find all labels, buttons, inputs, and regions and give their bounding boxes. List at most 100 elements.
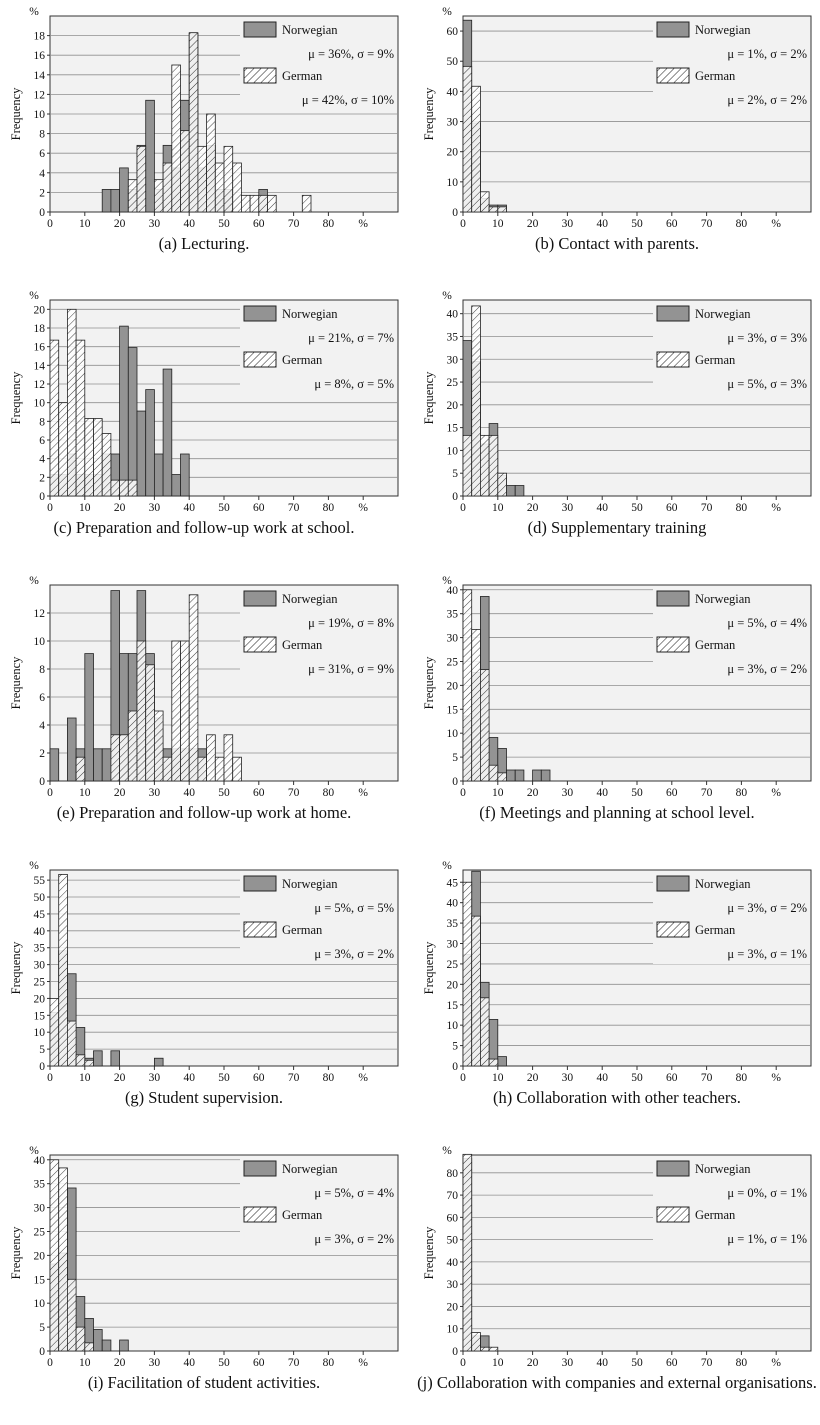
y-tick-label: 0 bbox=[452, 1346, 458, 1358]
bar-german bbox=[497, 206, 507, 213]
y-tick-label: 8 bbox=[39, 129, 45, 141]
legend-swatch-norwegian bbox=[243, 21, 277, 38]
x-tick-label: 80 bbox=[323, 787, 335, 799]
y-tick-label: 2 bbox=[39, 187, 45, 199]
x-tick-label: 10 bbox=[492, 1072, 504, 1084]
bar-german bbox=[488, 206, 499, 213]
legend-swatch-norwegian bbox=[656, 590, 690, 607]
panel-caption: (f) Meetings and planning at school leve… bbox=[479, 803, 755, 822]
bar-german bbox=[462, 589, 473, 782]
y-tick-label: 2 bbox=[39, 472, 45, 484]
y-tick-label: 20 bbox=[447, 147, 459, 159]
legend-stats-german: μ = 42%, σ = 10% bbox=[302, 93, 394, 107]
x-tick-label: 30 bbox=[149, 502, 161, 514]
bar-german bbox=[206, 113, 216, 213]
y-axis-label: Frequency bbox=[9, 941, 23, 995]
legend-label-norwegian: Norwegian bbox=[695, 1162, 751, 1176]
bar-norwegian bbox=[67, 717, 77, 782]
bar-norwegian bbox=[532, 769, 542, 782]
panel-caption: (i) Facilitation of student activities. bbox=[87, 1373, 321, 1392]
legend-swatch-norwegian bbox=[656, 305, 690, 322]
x-tick-label: 0 bbox=[460, 218, 466, 230]
x-tick-label: 70 bbox=[288, 502, 300, 514]
x-tick-label: 70 bbox=[288, 1072, 300, 1084]
bar-german bbox=[119, 734, 129, 782]
y-tick-label: 5 bbox=[452, 1041, 458, 1053]
bar-german bbox=[258, 194, 268, 213]
bar-norwegian bbox=[119, 1339, 129, 1352]
x-tick-label: 60 bbox=[253, 787, 265, 799]
legend-stats-norwegian: μ = 0%, σ = 1% bbox=[727, 1186, 807, 1200]
x-tick-label: 60 bbox=[666, 1357, 678, 1369]
x-tick-label: 10 bbox=[79, 1072, 91, 1084]
x-tick-label: 50 bbox=[218, 1072, 230, 1084]
x-tick-label: 40 bbox=[183, 787, 195, 799]
bar-german bbox=[480, 1346, 490, 1352]
legend-label-norwegian: Norwegian bbox=[282, 1162, 338, 1176]
histogram-chart: 0 5 10 15 20 25 30 35 40% Frequency 0 10 20 30 40 50 60 7… bbox=[9, 1145, 399, 1369]
y-tick-label: 25 bbox=[447, 959, 459, 971]
bar-norwegian bbox=[84, 653, 94, 782]
x-tick-label: 20 bbox=[114, 1357, 126, 1369]
y-tick-label: 55 bbox=[34, 875, 46, 887]
legend-stats-german: μ = 3%, σ = 2% bbox=[314, 1232, 394, 1246]
x-tick-label: 10 bbox=[79, 502, 91, 514]
x-tick-label: % bbox=[771, 502, 781, 514]
legend-stats-german: μ = 8%, σ = 5% bbox=[314, 377, 394, 391]
y-tick-label: 12 bbox=[34, 608, 46, 620]
x-tick-label: % bbox=[358, 218, 368, 230]
bar-german bbox=[480, 434, 490, 497]
y-tick-label: 0 bbox=[39, 1346, 45, 1358]
y-tick-label: 10 bbox=[447, 1020, 459, 1032]
histogram-panel: 0 10 20 30 40 50 60% Frequency 0 10 20 30 40 50 60 70 80… bbox=[422, 6, 812, 278]
legend-label-norwegian: Norwegian bbox=[695, 592, 751, 606]
legend-swatch-norwegian bbox=[243, 875, 277, 892]
x-tick-label: 80 bbox=[323, 1357, 335, 1369]
histogram-panel: 0 5 10 15 20 25 30 35 40 45% Frequency 0 10 20 30 40 50 6… bbox=[422, 860, 812, 1132]
bar-german bbox=[223, 734, 234, 782]
x-tick-label: 30 bbox=[149, 1357, 161, 1369]
y-tick-label: 10 bbox=[34, 1027, 46, 1039]
histogram-panel: 0 5 10 15 20 25 30 35 40% Frequency 0 10 20 30 40 50 60 7… bbox=[9, 1145, 399, 1417]
histogram-panel: 0 5 10 15 20 25 30 35 40% Frequency 0 10 20 30 40 50 60 7… bbox=[422, 575, 812, 847]
x-tick-label: 30 bbox=[149, 218, 161, 230]
legend-label-german: German bbox=[695, 353, 736, 367]
y-tick-label: 20 bbox=[34, 1250, 46, 1262]
y-tick-label: 0 bbox=[452, 491, 458, 503]
x-tick-label: 70 bbox=[288, 1357, 300, 1369]
y-tick-label: 6 bbox=[39, 148, 45, 160]
x-tick-label: 60 bbox=[666, 787, 678, 799]
y-tick-label: 35 bbox=[34, 1179, 46, 1191]
bar-german bbox=[58, 873, 68, 1067]
bar-german bbox=[214, 756, 225, 782]
legend-swatch-norwegian bbox=[656, 875, 690, 892]
bar-german bbox=[162, 162, 173, 213]
bar-german bbox=[480, 997, 490, 1067]
legend-label-german: German bbox=[282, 353, 323, 367]
legend-swatch-norwegian bbox=[243, 590, 277, 607]
x-tick-label: 0 bbox=[460, 787, 466, 799]
x-tick-label: 50 bbox=[218, 787, 230, 799]
panel-caption: (c) Preparation and follow-up work at sc… bbox=[53, 518, 355, 537]
legend-swatch-german bbox=[656, 351, 690, 368]
x-tick-label: 50 bbox=[631, 787, 643, 799]
legend-stats-norwegian: μ = 3%, σ = 3% bbox=[727, 331, 807, 345]
bar-german bbox=[240, 194, 251, 213]
x-tick-label: % bbox=[358, 502, 368, 514]
x-tick-label: 50 bbox=[218, 1357, 230, 1369]
y-tick-label: 30 bbox=[447, 117, 459, 129]
histogram-panel: 0 5 10 15 20 25 30 35 40% Frequency 0 10 20 30 40 50 60 7… bbox=[422, 290, 812, 562]
bar-german bbox=[480, 669, 490, 782]
x-tick-label: 0 bbox=[47, 1357, 53, 1369]
legend-stats-norwegian: μ = 19%, σ = 8% bbox=[308, 616, 394, 630]
y-tick-label: 40 bbox=[447, 309, 459, 321]
y-tick-label: 30 bbox=[447, 633, 459, 645]
bar-norwegian bbox=[119, 167, 129, 213]
bar-german bbox=[136, 640, 147, 782]
bar-german bbox=[93, 418, 103, 497]
y-tick-label: 20 bbox=[447, 1301, 459, 1313]
histogram-chart: 0 5 10 15 20 25 30 35 40 45 50 55% Frequency 0 10 20 30 4… bbox=[9, 860, 399, 1084]
bar-german bbox=[488, 1058, 499, 1067]
bar-german bbox=[101, 433, 112, 497]
